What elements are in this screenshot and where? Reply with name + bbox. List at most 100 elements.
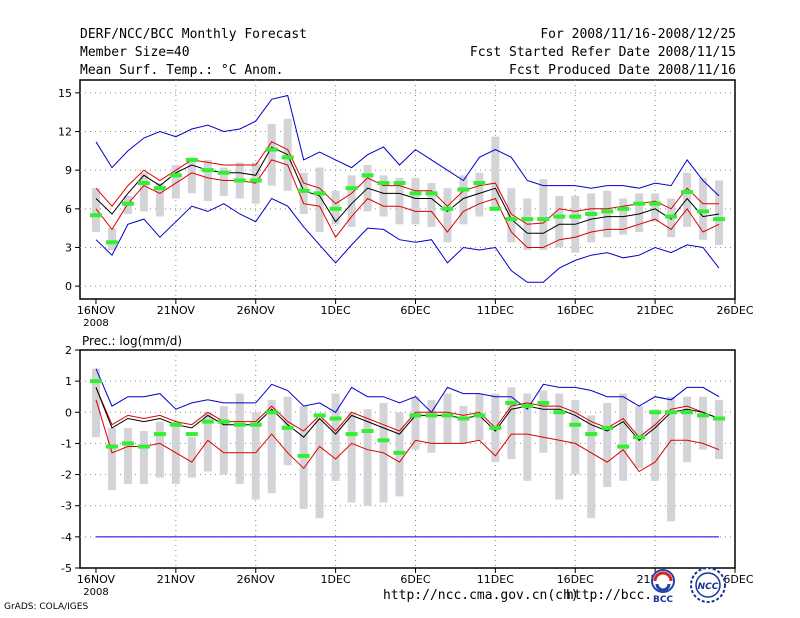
temp-box — [107, 228, 116, 251]
prec-median-mark — [89, 379, 102, 384]
prec-mean-line — [95, 387, 720, 441]
temp-box — [507, 188, 516, 243]
prec-median-mark — [457, 416, 470, 421]
prec-box — [347, 412, 356, 503]
temp-ytick-label: 6 — [65, 203, 72, 216]
prec-box — [507, 387, 516, 459]
prec-box — [91, 368, 100, 438]
svg-text:NCC: NCC — [698, 582, 719, 592]
temp-median-mark — [281, 155, 294, 160]
prec-median-mark — [393, 450, 406, 455]
prec-xtick-label: 16DEC — [557, 573, 594, 586]
temp-xtick-label: 6DEC — [400, 304, 430, 317]
prec-median-mark — [489, 425, 502, 430]
temp-box — [347, 175, 356, 227]
temp-box — [699, 177, 708, 240]
temp-median-mark — [249, 178, 262, 183]
prec-box — [267, 399, 276, 494]
prec-box — [331, 393, 340, 481]
temp-ytick-label: 9 — [65, 164, 72, 177]
prec-median-mark — [297, 453, 310, 458]
temp-box — [491, 136, 500, 209]
temp-box — [379, 175, 388, 217]
prec-box — [603, 402, 612, 488]
prec-median-mark — [169, 422, 182, 427]
temp-median-mark — [617, 206, 630, 211]
temp-box — [587, 193, 596, 243]
temp-xtick-label: 11DEC — [477, 304, 514, 317]
temp-xtick-label: 1DEC — [321, 304, 351, 317]
temp-median-mark — [105, 240, 118, 245]
prec-box — [363, 409, 372, 506]
temp-median-mark — [297, 188, 310, 193]
ncc-url[interactable]: http://ncc.cma.gov.cn(ch) — [383, 588, 579, 603]
prec-ytick-label: -4 — [61, 531, 72, 544]
temp-box — [315, 167, 324, 233]
temp-median-mark — [649, 201, 662, 206]
prec-xtick-label: 26DEC — [716, 573, 753, 586]
temp-box — [715, 180, 724, 245]
prec-median-mark — [217, 419, 230, 424]
prec-median-mark — [553, 410, 566, 415]
prec-median-mark — [361, 428, 374, 433]
prec-box — [651, 409, 660, 481]
prec-xtick-label: 16NOV — [77, 573, 116, 586]
prec-median-mark — [441, 413, 454, 418]
prec-median-mark — [377, 438, 390, 443]
prec-box — [123, 427, 132, 484]
prec-ytick-label: -1 — [61, 437, 72, 450]
prec-ytick-label: 0 — [65, 406, 72, 419]
temp-median-mark — [345, 186, 358, 191]
temp-median-mark — [153, 186, 166, 191]
temp-box — [299, 172, 308, 214]
prec-ytick-label: 1 — [65, 375, 72, 388]
temp-median-mark — [473, 181, 486, 186]
bcc-url[interactable]: http://bcc. — [566, 588, 653, 603]
prec-box — [219, 406, 228, 475]
prec-median-mark — [681, 410, 694, 415]
temp-mean-line — [95, 146, 720, 234]
temp-min-line — [95, 197, 720, 283]
prec-median-mark — [697, 413, 710, 418]
prec-median-mark — [713, 416, 726, 421]
prec-box — [715, 399, 724, 459]
prec-box — [235, 393, 244, 484]
prec-median-mark — [569, 422, 582, 427]
prec-ytick-label: -3 — [61, 500, 72, 513]
prec-year-label: 2008 — [83, 587, 108, 598]
temp-max-line — [95, 94, 720, 197]
temp-median-mark — [217, 170, 230, 175]
prec-lower-line — [95, 399, 720, 473]
prec-median-mark — [505, 400, 518, 405]
prec-box — [315, 418, 324, 519]
prec-ytick-label: -5 — [61, 562, 72, 575]
temp-median-mark — [89, 213, 102, 218]
temp-box — [603, 190, 612, 238]
prec-median-mark — [585, 432, 598, 437]
prec-median-mark — [249, 422, 262, 427]
temp-box — [139, 172, 148, 212]
prec-median-mark — [153, 432, 166, 437]
temp-year-label: 2008 — [83, 318, 108, 329]
temp-xtick-label: 16DEC — [557, 304, 594, 317]
temp-median-mark — [553, 214, 566, 219]
temp-median-mark — [265, 147, 278, 152]
prec-xtick-label: 26NOV — [237, 573, 276, 586]
temp-median-mark — [601, 209, 614, 214]
temp-lower-line — [95, 159, 720, 248]
prec-median-mark — [233, 422, 246, 427]
prec-ytick-label: -2 — [61, 469, 72, 482]
variable-label: Mean Surf. Temp.: °C Anom. — [80, 63, 284, 78]
prec-median-mark — [345, 432, 358, 437]
temp-box — [635, 193, 644, 233]
temp-box — [459, 175, 468, 225]
prec-box — [667, 396, 676, 522]
prec-max-line — [95, 368, 720, 414]
started-date: Fcst Started Refer Date 2008/11/15 — [469, 45, 736, 60]
prec-box — [251, 412, 260, 500]
temp-ytick-label: 3 — [65, 241, 72, 254]
temp-box — [411, 177, 420, 225]
member-size-label: Member Size=40 — [80, 45, 190, 60]
prec-median-mark — [121, 441, 134, 446]
